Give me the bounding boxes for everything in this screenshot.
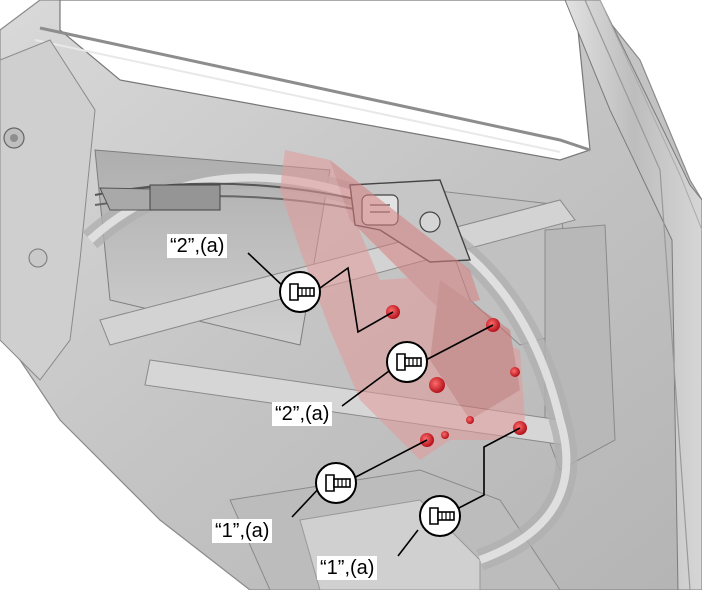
callout-label-bolt-2a-upper: “2”,(a) [167, 234, 228, 258]
bolt-icon [315, 462, 357, 504]
callout-label-bolt-1a-left: “1”,(a) [212, 519, 273, 543]
bolt-icon [279, 271, 321, 313]
callout-label-bolt-1a-right: “1”,(a) [317, 556, 378, 580]
bolt-icon [419, 495, 461, 537]
bolt-icon [386, 341, 428, 383]
window-regulator-highlight [280, 150, 525, 460]
callout-label-bolt-2a-middle: “2”,(a) [272, 402, 333, 426]
